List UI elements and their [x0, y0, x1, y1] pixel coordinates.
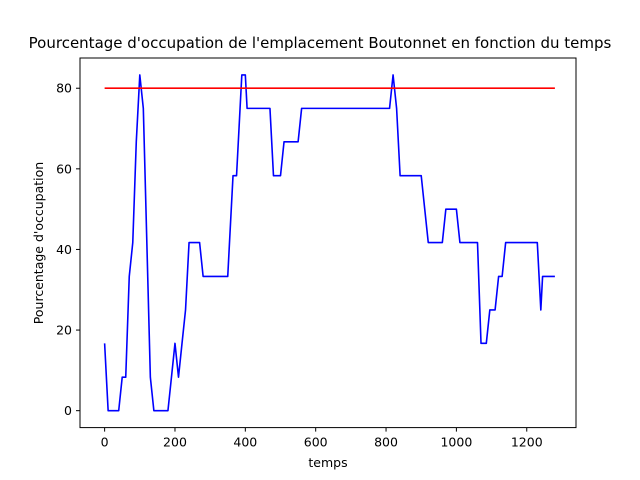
y-tick-label: 40: [56, 242, 72, 257]
x-tick-label: 1200: [511, 435, 543, 450]
y-tick-label: 80: [56, 81, 72, 96]
x-tick-label: 400: [233, 435, 257, 450]
chart-title: Pourcentage d'occupation de l'emplacemen…: [29, 34, 612, 52]
y-axis-ticks: 0 20 40 60 80: [56, 81, 80, 418]
axes-frame: [79, 57, 577, 429]
x-tick-label: 200: [163, 435, 187, 450]
y-tick-label: 20: [56, 323, 72, 338]
series-line-occupation: [103, 74, 555, 412]
y-tick-label: 0: [64, 403, 72, 418]
x-tick-label: 1000: [440, 435, 472, 450]
x-tick-label: 800: [374, 435, 398, 450]
x-axis-label: temps: [308, 455, 347, 470]
plot-area: [79, 57, 577, 429]
y-axis-label: Pourcentage d'occupation: [31, 162, 46, 324]
series-layer: [103, 74, 555, 412]
x-tick-label: 600: [304, 435, 328, 450]
x-axis-ticks: 0 200 400 600 800 1000 1200: [101, 427, 543, 450]
y-tick-label: 60: [56, 161, 72, 176]
x-tick-label: 0: [101, 435, 109, 450]
